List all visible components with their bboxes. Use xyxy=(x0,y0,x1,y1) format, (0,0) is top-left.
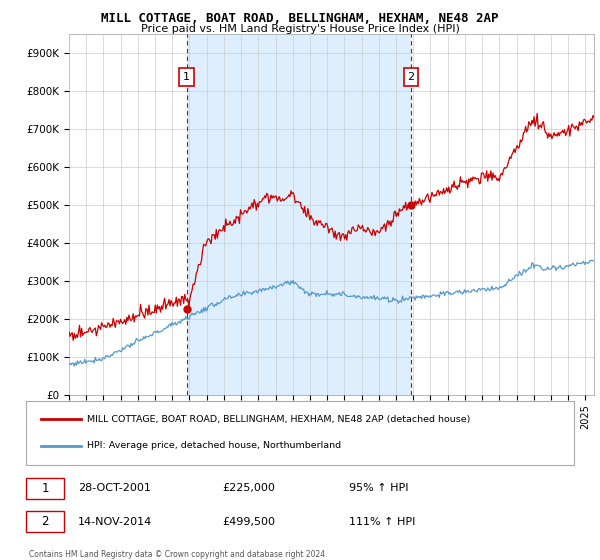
Text: HPI: Average price, detached house, Northumberland: HPI: Average price, detached house, Nort… xyxy=(87,441,341,450)
Text: Contains HM Land Registry data © Crown copyright and database right 2024.
This d: Contains HM Land Registry data © Crown c… xyxy=(29,550,328,560)
Text: MILL COTTAGE, BOAT ROAD, BELLINGHAM, HEXHAM, NE48 2AP: MILL COTTAGE, BOAT ROAD, BELLINGHAM, HEX… xyxy=(101,12,499,25)
Text: £225,000: £225,000 xyxy=(222,483,275,493)
FancyBboxPatch shape xyxy=(26,401,574,465)
Text: 14-NOV-2014: 14-NOV-2014 xyxy=(78,517,152,527)
FancyBboxPatch shape xyxy=(26,511,64,532)
Text: MILL COTTAGE, BOAT ROAD, BELLINGHAM, HEXHAM, NE48 2AP (detached house): MILL COTTAGE, BOAT ROAD, BELLINGHAM, HEX… xyxy=(87,415,470,424)
Text: 1: 1 xyxy=(41,482,49,494)
Text: 28-OCT-2001: 28-OCT-2001 xyxy=(78,483,151,493)
Text: 111% ↑ HPI: 111% ↑ HPI xyxy=(349,517,415,527)
Bar xyxy=(187,34,411,395)
Text: £499,500: £499,500 xyxy=(222,517,275,527)
Text: 95% ↑ HPI: 95% ↑ HPI xyxy=(349,483,409,493)
Text: Price paid vs. HM Land Registry's House Price Index (HPI): Price paid vs. HM Land Registry's House … xyxy=(140,24,460,34)
Text: 2: 2 xyxy=(41,515,49,528)
Text: 2: 2 xyxy=(407,72,415,82)
Text: 1: 1 xyxy=(183,72,190,82)
FancyBboxPatch shape xyxy=(26,478,64,498)
